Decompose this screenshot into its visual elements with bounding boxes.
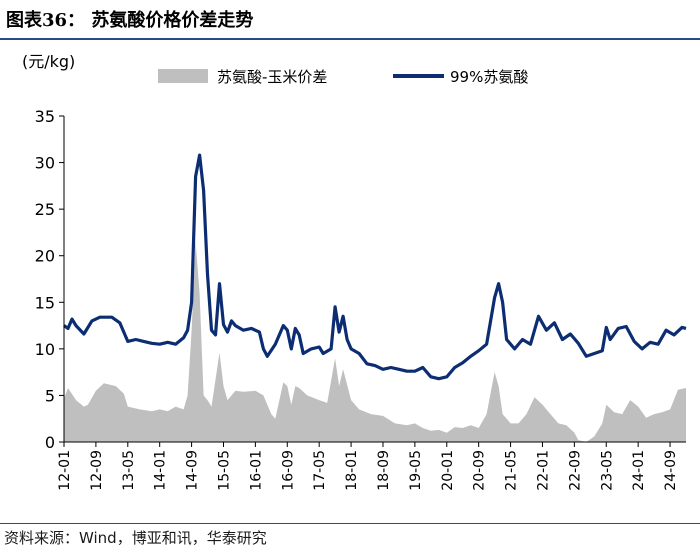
x-tick-label: 19-05 [408,450,424,491]
x-tick-label: 20-01 [440,450,456,491]
source-rule [0,523,700,524]
x-tick-label: 16-01 [248,450,264,491]
axes: 0 5 10 15 20 25 30 35 12-01 12-09 13-05 14-01 14-09… [35,107,686,491]
series-area-spread [64,241,686,442]
x-tick-label: 12-01 [57,450,73,491]
x-tick-label: 21-05 [504,450,520,491]
chart: (元/kg) 苏氨酸-玉米价差 99%苏氨酸 0 5 10 15 20 25 30 35 12… [22,52,687,491]
y-tick-label: 25 [35,200,55,219]
y-tick-label: 15 [35,293,55,312]
x-tick-label: 24-01 [631,450,647,491]
source-note: 资料来源：Wind，博亚和讯，华泰研究 [4,529,267,547]
x-tick-label: 22-01 [536,450,552,491]
legend-label-spread: 苏氨酸-玉米价差 [217,68,327,86]
series-line-threonine [63,153,687,381]
x-tick-label: 14-01 [153,450,169,491]
x-ticks: 12-01 12-09 13-05 14-01 14-09 15-05 16-01 16-09… [57,442,679,491]
x-tick-label: 18-09 [376,450,392,491]
x-tick-label: 16-09 [280,450,296,491]
y-tick-label: 30 [35,154,55,173]
y-tick-label: 10 [35,340,55,359]
x-tick-label: 18-01 [344,450,360,491]
x-tick-label: 23-05 [599,450,615,491]
x-tick-label: 12-09 [89,450,105,491]
legend-label-threonine: 99%苏氨酸 [450,68,528,86]
y-ticks: 0 5 10 15 20 25 30 35 [35,107,64,452]
plot-area [63,153,687,442]
y-tick-label: 35 [35,107,55,126]
x-tick-label: 13-05 [121,450,137,491]
y-tick-label: 5 [45,386,55,405]
legend-swatch-spread [158,69,208,83]
x-tick-label: 20-09 [472,450,488,491]
x-tick-label: 14-09 [185,450,201,491]
y-tick-label: 20 [35,247,55,266]
legend: 苏氨酸-玉米价差 99%苏氨酸 [158,68,528,86]
x-tick-label: 17-05 [312,450,328,491]
y-unit-label: (元/kg) [22,52,75,71]
title-rule [0,38,700,40]
y-tick-label: 0 [45,433,55,452]
figure-title: 图表36： 苏氨酸价格价差走势 [6,10,254,31]
x-tick-label: 15-05 [217,450,233,491]
x-tick-label: 24-09 [663,450,679,491]
x-tick-label: 22-09 [567,450,583,491]
